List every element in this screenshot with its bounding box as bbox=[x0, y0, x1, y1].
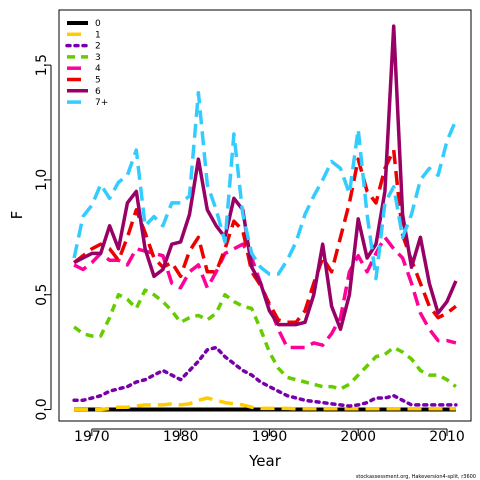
series-line-1 bbox=[74, 396, 456, 412]
legend-label: 1 bbox=[95, 30, 101, 40]
legend-label: 4 bbox=[95, 64, 101, 74]
y-axis-title: F bbox=[8, 211, 26, 220]
legend-label: 5 bbox=[95, 76, 101, 86]
y-tick-label: 1.0 bbox=[34, 169, 50, 191]
x-axis-title: Year bbox=[248, 452, 282, 470]
series-group bbox=[72, 24, 458, 412]
series-line-3 bbox=[73, 288, 457, 391]
x-tick-label: 1980 bbox=[163, 429, 199, 445]
y-tick-label: 1.5 bbox=[34, 54, 50, 76]
x-tick-label: 2010 bbox=[429, 429, 465, 445]
legend-label: 0 bbox=[95, 19, 101, 29]
x-axis: 1970 1980 1990 2000 2010 bbox=[74, 428, 465, 445]
x-tick-label: 1970 bbox=[74, 429, 110, 445]
x-tick-label: 1990 bbox=[252, 429, 288, 445]
plot-frame bbox=[58, 9, 472, 422]
y-tick-label: 0.5 bbox=[34, 284, 50, 306]
x-tick-label: 2000 bbox=[340, 429, 376, 445]
series-line-7plus bbox=[72, 90, 458, 281]
legend-label: 3 bbox=[95, 53, 101, 63]
legend-label: 6 bbox=[95, 87, 101, 97]
y-axis: 0.0 0.5 1.0 1.5 bbox=[34, 54, 52, 421]
legend: 01 234 567+ bbox=[65, 19, 108, 108]
series-line-2 bbox=[72, 345, 458, 408]
legend-label: 7+ bbox=[95, 98, 108, 108]
y-tick-label: 0.0 bbox=[34, 398, 50, 420]
credit-text: stockassessment.org, Hakeversion4-split,… bbox=[356, 474, 476, 480]
legend-label: 2 bbox=[95, 42, 101, 52]
series-line-6 bbox=[73, 24, 458, 331]
